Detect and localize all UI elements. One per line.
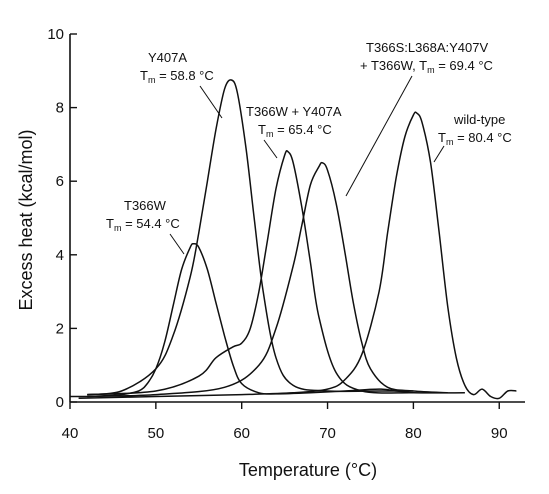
x-tick-label: 80 (405, 425, 422, 442)
annotation-t366w: T366W Tm = 54.4 °C (106, 198, 185, 255)
x-tick-label: 60 (233, 425, 250, 442)
annotation-triple-mutant: T366S:L368A:Y407V + T366W, Tm = 69.4 °C (345, 40, 493, 197)
x-tick-label: 40 (62, 425, 79, 442)
annotation-t366w-y407a-tm: Tm = 65.4 °C (258, 122, 332, 139)
annotation-wild-type-tm: Tm = 80.4 °C (438, 130, 512, 147)
x-tick-label: 50 (148, 425, 165, 442)
annotation-y407a-tm: Tm = 58.8 °C (140, 68, 214, 85)
series-line-t366w (69, 243, 414, 398)
series-line-y407a (87, 79, 414, 396)
annotation-t366w-y407a: T366W + Y407A Tm = 65.4 °C (246, 104, 342, 159)
series-group (69, 79, 517, 400)
y-tick-label: 2 (56, 320, 64, 337)
series-line-t366w-y407a (87, 150, 465, 396)
annotation-y407a: Y407A Tm = 58.8 °C (140, 50, 223, 119)
x-tick-label: 90 (491, 425, 508, 442)
series-line-wild-type (78, 111, 517, 400)
y-tick-label: 6 (56, 173, 64, 190)
annotation-t366w-tm: Tm = 54.4 °C (106, 216, 180, 233)
annotation-t366w-y407a-name: T366W + Y407A (246, 104, 342, 119)
annotation-wild-type-name: wild-type (453, 112, 505, 127)
annotation-triple-mutant-tm: + T366W, Tm = 69.4 °C (360, 58, 493, 75)
x-tick-label: 70 (319, 425, 336, 442)
annotation-t366w-arrow (169, 233, 185, 255)
y-axis-title: Excess heat (kcal/mol) (16, 129, 36, 310)
annotation-t366w-y407a-arrow (263, 139, 278, 159)
x-ticks: 40 50 60 70 80 90 (62, 402, 508, 442)
x-axis-title: Temperature (°C) (239, 460, 377, 480)
annotation-t366w-name: T366W (124, 198, 167, 213)
y-tick-label: 10 (47, 26, 64, 43)
y-tick-label: 8 (56, 100, 64, 117)
annotation-triple-mutant-arrow (345, 75, 413, 197)
annotation-wild-type-arrow (433, 145, 445, 163)
series-line-triple-mutant (87, 161, 448, 398)
y-ticks: 0 2 4 6 8 10 (47, 26, 77, 411)
y-tick-label: 4 (56, 247, 64, 264)
annotation-y407a-arrow (199, 85, 223, 119)
annotation-y407a-name: Y407A (148, 50, 187, 65)
annotation-wild-type: wild-type Tm = 80.4 °C (433, 112, 512, 163)
y-tick-label: 0 (56, 394, 64, 411)
annotation-triple-mutant-name: T366S:L368A:Y407V (366, 40, 488, 55)
